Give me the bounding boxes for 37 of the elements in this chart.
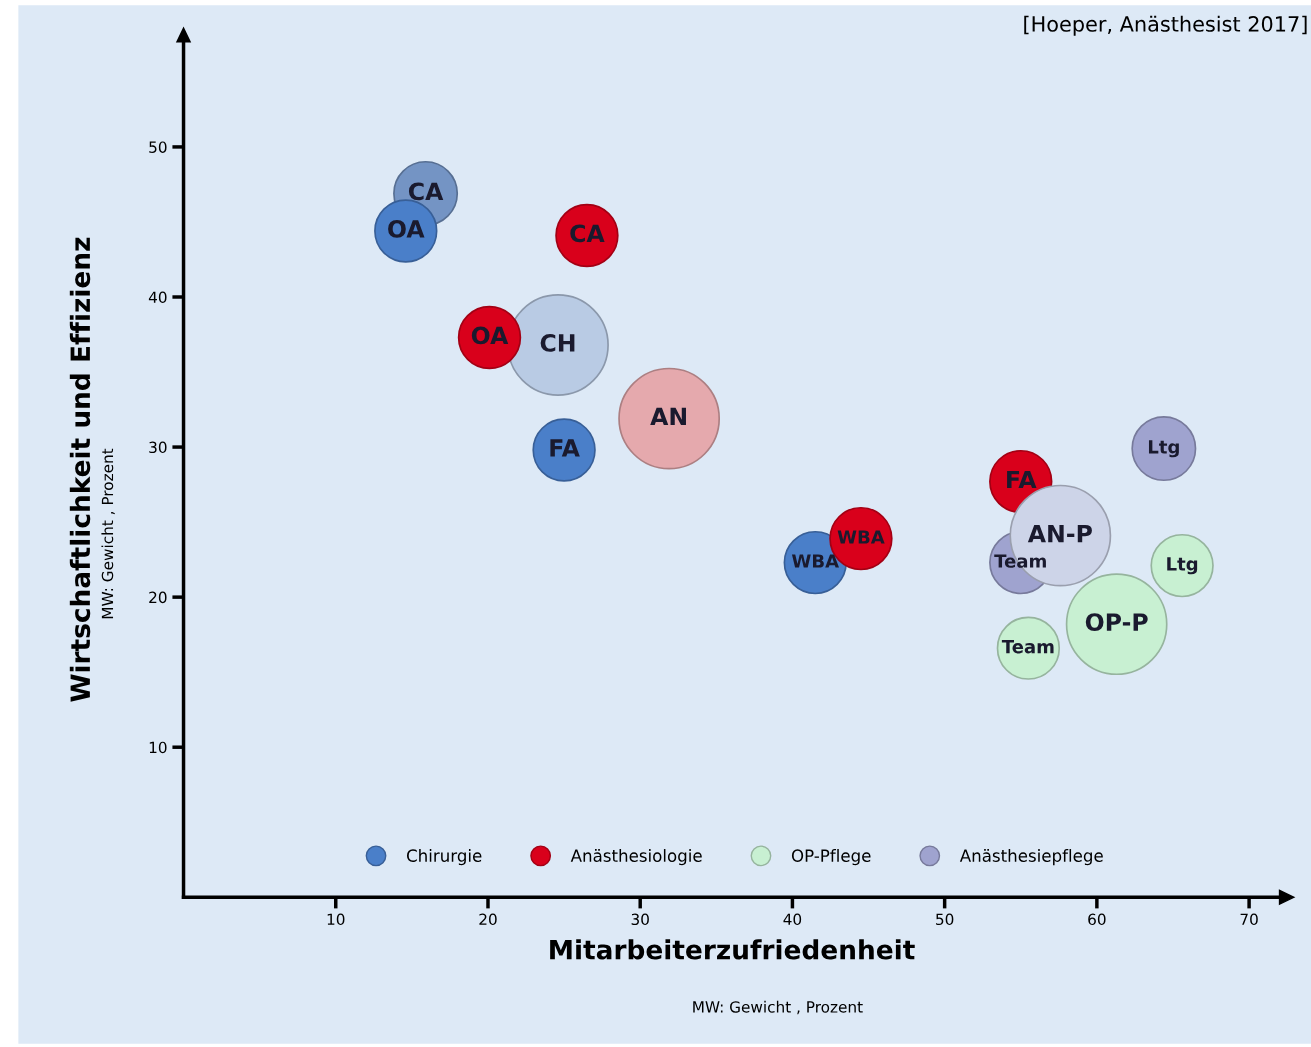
y-tick-label: 10 — [149, 741, 167, 754]
annotation: OA — [471, 326, 509, 345]
annotation: FA — [550, 439, 580, 457]
annotation: OP-P — [1085, 613, 1148, 631]
legend-label: Anästhesiepflege — [959, 849, 1103, 866]
legend-label: OP-Pflege — [791, 849, 871, 866]
x-axis-title: Mitarbeiterzufriedenheit — [550, 939, 915, 960]
x-tick-label: 40 — [783, 913, 802, 926]
annotation: Team — [994, 554, 1046, 568]
legend-label: Chirurgie — [406, 849, 482, 866]
y-tick-label: 40 — [148, 291, 167, 304]
text: MW: Gewicht , Prozent — [101, 448, 115, 619]
annotation: WBA — [837, 530, 885, 544]
y-tick-label: 30 — [149, 441, 167, 454]
x-tick-label: 10 — [327, 913, 345, 926]
annotation: FA — [1007, 470, 1037, 489]
annotation: CA — [408, 182, 444, 201]
x-tick-label: 30 — [631, 913, 649, 926]
annotation: CA — [570, 224, 605, 243]
annotation: Team — [1001, 639, 1054, 654]
y-tick-label: 20 — [149, 591, 167, 604]
annotation: OA — [388, 219, 425, 238]
text: MW: Gewicht , Prozent — [693, 1000, 863, 1015]
annotation: AN-P — [1027, 524, 1092, 543]
x-tick-label: 60 — [1088, 913, 1106, 926]
annotation: CH — [540, 334, 575, 352]
annotation: AN — [650, 407, 686, 426]
x-tick-label: 20 — [479, 913, 497, 926]
legend-label: Anästhesiologie — [570, 849, 702, 866]
x-tick-label: 70 — [1240, 913, 1258, 926]
y-axis-title: Wirtschaftlichkeit und Effizienz — [69, 237, 91, 702]
annotation: WBA — [791, 554, 839, 568]
annotation: Ltg — [1148, 440, 1179, 458]
x-tick-label: 50 — [936, 913, 954, 926]
annotation: Ltg — [1167, 557, 1198, 575]
y-tick-label: 50 — [149, 141, 167, 153]
text: [Hoeper, Anästhesist 2017] — [1024, 15, 1307, 36]
